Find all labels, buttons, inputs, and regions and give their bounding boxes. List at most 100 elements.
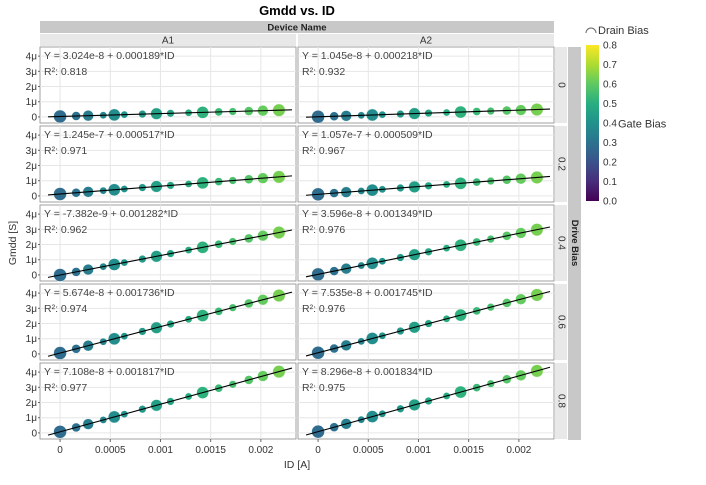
y-tick-label: 4μ [26, 210, 38, 221]
row-header-bg [555, 284, 567, 360]
row-header-bg [555, 47, 567, 123]
fit-equation: Y = 7.108e-8 + 0.001817*ID [44, 366, 175, 378]
fit-line [305, 226, 551, 278]
color-legend-label: 0.7 [603, 60, 617, 71]
column-group-header: Device Name [267, 23, 326, 34]
fit-line [305, 290, 551, 357]
row-header-drive-0.4: 0.4 [555, 236, 566, 250]
y-tick-label: 1μ [26, 176, 38, 187]
x-tick-label: 0.0005 [353, 445, 384, 456]
fit-line [48, 109, 293, 118]
row-group-header: Drive Bias [569, 220, 580, 266]
panel-a1-drive-0: 0 1μ 2μ 3μ 4μ Y = 3.024e-8 + 0.000189*ID R²: 0… [26, 46, 297, 123]
fit-line [305, 175, 551, 196]
fit-line [47, 229, 293, 278]
row-header-drive-0.2: 0.2 [555, 157, 566, 171]
fit-r-squared: R²: 0.818 [44, 66, 87, 78]
color-legend-label: 0.4 [603, 119, 617, 130]
y-tick-label: 3μ [26, 383, 38, 394]
fit-r-squared: R²: 0.975 [302, 382, 345, 394]
panel-a2-drive-0.4: Y = 3.596e-8 + 0.001349*ID R²: 0.976 [297, 204, 555, 282]
color-legend: Gate Bias 0.8 0.7 0.6 0.5 0.4 0.3 0.2 0.1 0.0 [586, 41, 667, 208]
column-header-a2-bg [298, 34, 554, 46]
fit-r-squared: R²: 0.976 [302, 303, 345, 315]
fit-equation: Y = 1.245e-7 + 0.000517*ID [44, 129, 175, 141]
y-tick-label: 3μ [26, 225, 38, 236]
y-tick-label: 3μ [26, 304, 38, 315]
color-legend-label: 0.8 [603, 41, 617, 52]
color-legend-label: 0.1 [603, 177, 617, 188]
row-header-drive-0.8: 0.8 [555, 394, 566, 408]
y-tick-label: 2μ [26, 398, 38, 409]
y-tick-label: 3μ [26, 146, 38, 157]
x-tick-label: 0 [315, 445, 321, 456]
fit-equation: Y = 1.057e-7 + 0.000509*ID [302, 129, 433, 141]
y-tick-label: 0 [31, 191, 37, 202]
y-tick-label: 2μ [26, 82, 38, 93]
y-tick-label: 4μ [26, 368, 38, 379]
y-tick-label: 4μ [26, 289, 38, 300]
fit-r-squared: R²: 0.974 [44, 303, 87, 315]
y-tick-label: 0 [31, 349, 37, 360]
fit-r-squared: R²: 0.932 [302, 66, 345, 78]
y-axis-label: Gmdd [S] [7, 221, 19, 265]
fit-r-squared: R²: 0.962 [44, 224, 87, 236]
y-tick-label: 4μ [26, 52, 38, 63]
row-group-header-bg [568, 47, 581, 440]
fit-r-squared: R²: 0.967 [302, 145, 345, 157]
size-legend-icon [585, 27, 597, 34]
x-tick-label: 0.001 [148, 445, 173, 456]
fit-line [47, 367, 293, 436]
panel-a2-drive-0: Y = 1.045e-8 + 0.000218*ID R²: 0.932 [297, 46, 555, 124]
column-header-a1: A1 [162, 36, 175, 47]
y-tick-label: 0 [31, 270, 37, 281]
fit-r-squared: R²: 0.971 [44, 145, 87, 157]
fit-equation: Y = 1.045e-8 + 0.000218*ID [302, 50, 433, 62]
fit-line [47, 291, 293, 357]
panel-a1-drive-0.2: 0 1μ 2μ 3μ 4μ Y = 1.245e-7 + 0.000517*ID R²: 0… [26, 125, 297, 203]
scatter-points [53, 289, 286, 360]
y-tick-label: 0 [31, 428, 37, 439]
row-header-drive-0: 0 [555, 82, 566, 88]
x-axis-label: ID [A] [284, 459, 310, 471]
fit-r-squared: R²: 0.976 [302, 224, 345, 236]
fit-line [306, 108, 551, 118]
x-tick-label: 0.002 [248, 445, 273, 456]
color-legend-label: 0.6 [603, 80, 617, 91]
row-header-bg [555, 205, 567, 281]
x-tick-label: 0 [57, 445, 63, 456]
color-legend-label: 0.5 [603, 99, 617, 110]
panel-frame [39, 125, 297, 203]
scatter-points [311, 170, 544, 202]
x-tick-label: 0.0005 [95, 445, 126, 456]
size-legend: Drain Bias [585, 25, 649, 37]
panel-a1-drive-0.8: 0 1μ 2μ 3μ 4μ Y = 7.108e-8 + 0.001817*ID R²: 0… [26, 362, 297, 439]
x-tick-label: 0.0015 [453, 445, 484, 456]
y-tick-label: 2μ [26, 161, 38, 172]
panel-a2-drive-0.8: Y = 8.296e-8 + 0.001834*ID R²: 0.975 [297, 362, 555, 440]
column-group-header-bg [40, 21, 554, 33]
size-legend-title: Drain Bias [598, 25, 649, 37]
color-legend-title: Gate Bias [618, 119, 667, 131]
fit-equation: Y = 8.296e-8 + 0.001834*ID [302, 366, 433, 378]
row-header-drive-0.6: 0.6 [555, 315, 566, 329]
panel-a2-drive-0.2: Y = 1.057e-7 + 0.000509*ID R²: 0.967 [297, 125, 555, 203]
fit-equation: Y = 3.596e-8 + 0.001349*ID [302, 208, 433, 220]
y-tick-label: 1μ [26, 97, 38, 108]
fit-r-squared: R²: 0.977 [44, 382, 87, 394]
scatter-points [311, 103, 544, 124]
y-tick-label: 3μ [26, 67, 38, 78]
column-header-a1-bg [40, 34, 296, 46]
row-header-bg [555, 363, 567, 439]
x-tick-label: 0.001 [406, 445, 431, 456]
color-legend-label: 0.3 [603, 138, 617, 149]
x-tick-label: 0.002 [506, 445, 531, 456]
chart-title: Gmdd vs. ID [259, 3, 335, 18]
y-tick-label: 2μ [26, 319, 38, 330]
color-legend-label: 0.2 [603, 158, 617, 169]
fit-equation: Y = 3.024e-8 + 0.000189*ID [44, 50, 175, 62]
row-header-bg [555, 126, 567, 202]
y-tick-label: 1μ [26, 334, 38, 345]
fit-line [305, 366, 551, 436]
